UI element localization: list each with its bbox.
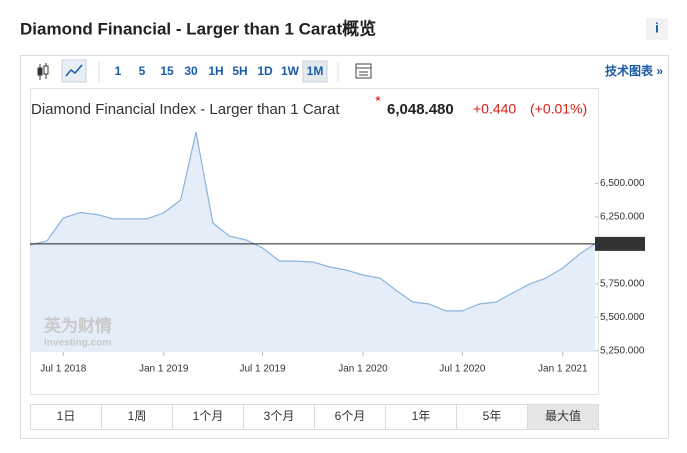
range-tab[interactable]: 1年 <box>412 409 431 423</box>
range-tab-bg[interactable] <box>314 404 386 430</box>
range-tab[interactable]: 1日 <box>57 409 76 423</box>
interval-button[interactable]: 5 <box>139 64 146 78</box>
interval-button[interactable]: 1M <box>307 64 324 78</box>
reference-tag <box>595 236 645 251</box>
interval-button[interactable]: 1H <box>208 64 223 78</box>
info-button[interactable] <box>646 18 668 40</box>
range-tab-bg[interactable] <box>101 404 173 430</box>
price-change: +0.440 <box>473 101 516 117</box>
page-title: Diamond Financial - Larger than 1 Carat概… <box>20 18 376 38</box>
interval-button[interactable]: 1D <box>257 64 273 78</box>
range-tab[interactable]: 最大值 <box>545 408 581 423</box>
range-tab-bg[interactable] <box>527 404 599 430</box>
info-icon[interactable]: i <box>655 20 659 36</box>
price-change-pct: (+0.01%) <box>530 101 587 117</box>
line <box>29 131 596 312</box>
plot: 5,250.000 5,500.000 5,750.000 6,250.000 6,50… <box>29 131 645 375</box>
x-tick-label: Jul 1 2019 <box>239 364 286 375</box>
range-tabs: 1日 1周 1个月 3个月 6个月 1年 5年 最大值 <box>30 404 599 430</box>
line-icon <box>65 64 83 77</box>
x-tick-label: Jan 1 2021 <box>538 364 588 375</box>
interval-button[interactable]: 1 <box>115 64 122 78</box>
area <box>30 132 595 352</box>
interval-button[interactable]: 1W <box>281 64 300 78</box>
candle-icon[interactable] <box>37 63 49 80</box>
calendar-icon[interactable] <box>355 63 372 79</box>
reference-label: 6,048.480 <box>598 239 643 250</box>
interval-button[interactable]: 5H <box>232 64 247 78</box>
active-interval-bg <box>302 60 328 83</box>
watermark: Investing.com <box>44 338 111 349</box>
interval-button[interactable]: 15 <box>160 64 174 78</box>
line-chart-button[interactable] <box>61 59 87 83</box>
interval-button[interactable]: 30 <box>184 64 198 78</box>
x-tick-label: Jan 1 2020 <box>338 364 388 375</box>
x-tick-label: Jul 1 2018 <box>40 364 87 375</box>
x-tick-label: Jan 1 2019 <box>139 364 189 375</box>
star-icon[interactable]: * <box>375 93 381 109</box>
range-tab-bg[interactable] <box>30 404 102 430</box>
range-tab[interactable]: 6个月 <box>335 409 366 423</box>
range-tab-bg[interactable] <box>172 404 244 430</box>
y-tick-label: 5,500.000 <box>600 312 645 323</box>
y-tick-label: 6,250.000 <box>600 212 645 223</box>
range-tab[interactable]: 5年 <box>483 409 502 423</box>
range-tab[interactable]: 3个月 <box>264 409 295 423</box>
price: 6,048.480 <box>387 101 454 118</box>
range-tab-bg[interactable] <box>243 404 315 430</box>
range-tab[interactable]: 1个月 <box>193 409 224 423</box>
tech-chart-link[interactable]: 技术图表 » <box>605 63 663 78</box>
watermark: 英为财情 <box>44 315 112 335</box>
y-tick-label: 5,750.000 <box>600 278 645 289</box>
y-tick-label: 5,250.000 <box>600 345 645 356</box>
x-tick-label: Jul 1 2020 <box>439 364 486 375</box>
y-tick-label: 6,500.000 <box>600 178 645 189</box>
range-tab[interactable]: 1周 <box>128 409 147 423</box>
instrument-name: Diamond Financial Index - Larger than 1 … <box>31 101 340 118</box>
